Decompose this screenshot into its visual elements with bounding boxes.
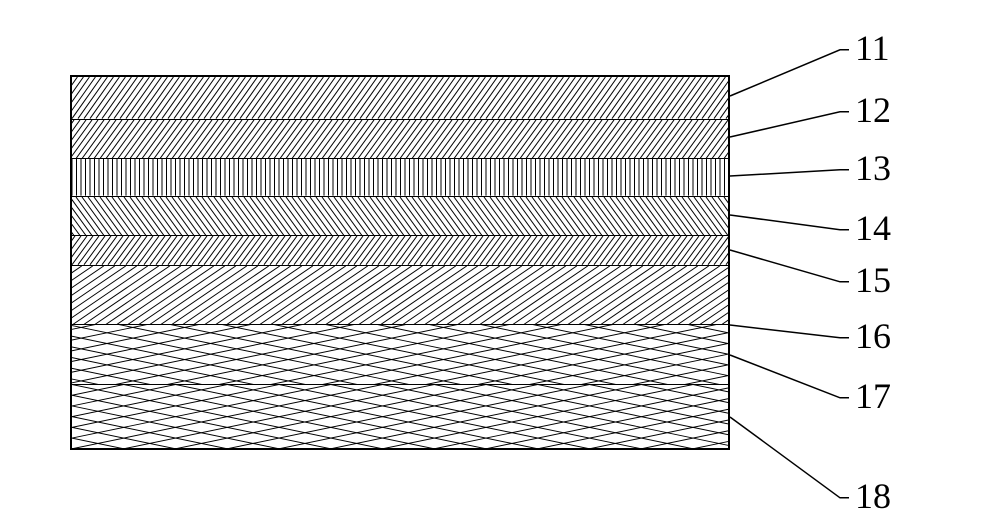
label-16: 16 bbox=[855, 318, 891, 354]
leader-11 bbox=[730, 50, 849, 96]
leader-15 bbox=[730, 250, 849, 282]
leader-lines bbox=[0, 0, 1000, 525]
leader-12 bbox=[730, 112, 849, 137]
leader-17 bbox=[730, 355, 849, 398]
label-12: 12 bbox=[855, 92, 891, 128]
label-14: 14 bbox=[855, 210, 891, 246]
label-17: 17 bbox=[855, 378, 891, 414]
label-15: 15 bbox=[855, 262, 891, 298]
leader-14 bbox=[730, 215, 849, 230]
label-11: 11 bbox=[855, 30, 890, 66]
leader-18 bbox=[730, 417, 849, 498]
diagram-canvas: 11 12 13 14 15 16 17 18 bbox=[0, 0, 1000, 525]
leader-16 bbox=[730, 325, 849, 338]
leader-13 bbox=[730, 170, 849, 176]
label-13: 13 bbox=[855, 150, 891, 186]
label-18: 18 bbox=[855, 478, 891, 514]
